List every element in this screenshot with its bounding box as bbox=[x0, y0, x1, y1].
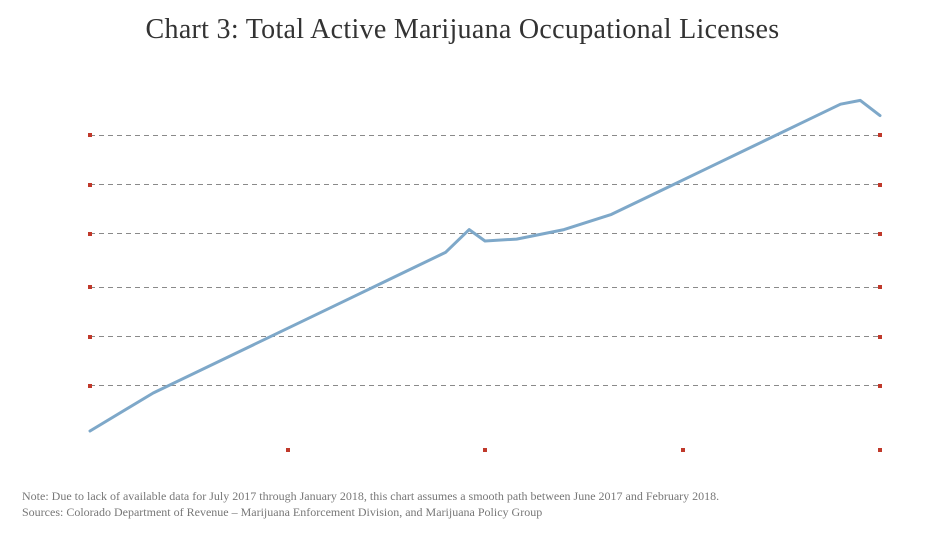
chart-title: Chart 3: Total Active Marijuana Occupati… bbox=[0, 14, 925, 46]
plot-area bbox=[90, 70, 880, 450]
chart-footnotes: Note: Due to lack of available data for … bbox=[22, 488, 902, 520]
chart-container: { "chart": { "type": "line", "title": "C… bbox=[0, 0, 925, 538]
line-series bbox=[90, 100, 880, 431]
footnote-note: Note: Due to lack of available data for … bbox=[22, 488, 902, 504]
line-series-svg bbox=[90, 70, 880, 450]
footnote-sources: Sources: Colorado Department of Revenue … bbox=[22, 504, 902, 520]
